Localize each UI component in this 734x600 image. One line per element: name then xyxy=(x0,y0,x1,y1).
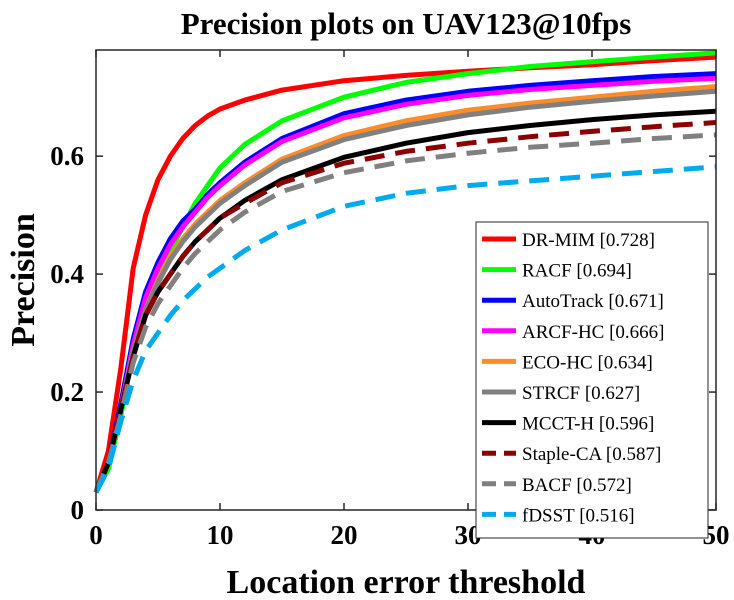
series-line-7 xyxy=(93,120,717,494)
x-tick-label: 20 xyxy=(331,520,358,550)
series-line-9 xyxy=(93,164,717,494)
legend-label-1: RACF [0.694] xyxy=(522,261,632,282)
series-line-8 xyxy=(93,132,717,494)
legend-label-4: ECO-HC [0.634] xyxy=(522,352,653,373)
legend-label-5: STRCF [0.627] xyxy=(522,383,640,404)
legend: DR-MIM [0.728] RACF [0.694] AutoTrack [0.6… xyxy=(475,221,709,539)
y-tick-label: 0.4 xyxy=(50,259,84,289)
legend-label-6: MCCT-H [0.596] xyxy=(522,414,654,435)
legend-label-3: ARCF-HC [0.666] xyxy=(522,322,665,343)
x-tick-label: 10 xyxy=(207,520,234,550)
x-axis-label: Location error threshold xyxy=(227,564,586,600)
y-axis-label: Precision xyxy=(5,213,42,347)
legend-label-0: DR-MIM [0.728] xyxy=(522,230,655,251)
y-tick-label: 0.2 xyxy=(50,377,84,407)
series-layer xyxy=(93,50,717,494)
legend-label-7: Staple-CA [0.587] xyxy=(522,444,661,465)
legend-label-2: AutoTrack [0.671] xyxy=(522,291,664,312)
y-tick-label: 0 xyxy=(71,495,85,525)
legend-label-9: fDSST [0.516] xyxy=(522,505,635,526)
chart-title: Precision plots on UAV123@10fps xyxy=(181,6,632,41)
axes-box xyxy=(95,49,717,511)
y-tick-label: 0.6 xyxy=(50,141,84,171)
legend-label-8: BACF [0.572] xyxy=(522,475,632,496)
x-tick-label: 0 xyxy=(89,520,103,550)
